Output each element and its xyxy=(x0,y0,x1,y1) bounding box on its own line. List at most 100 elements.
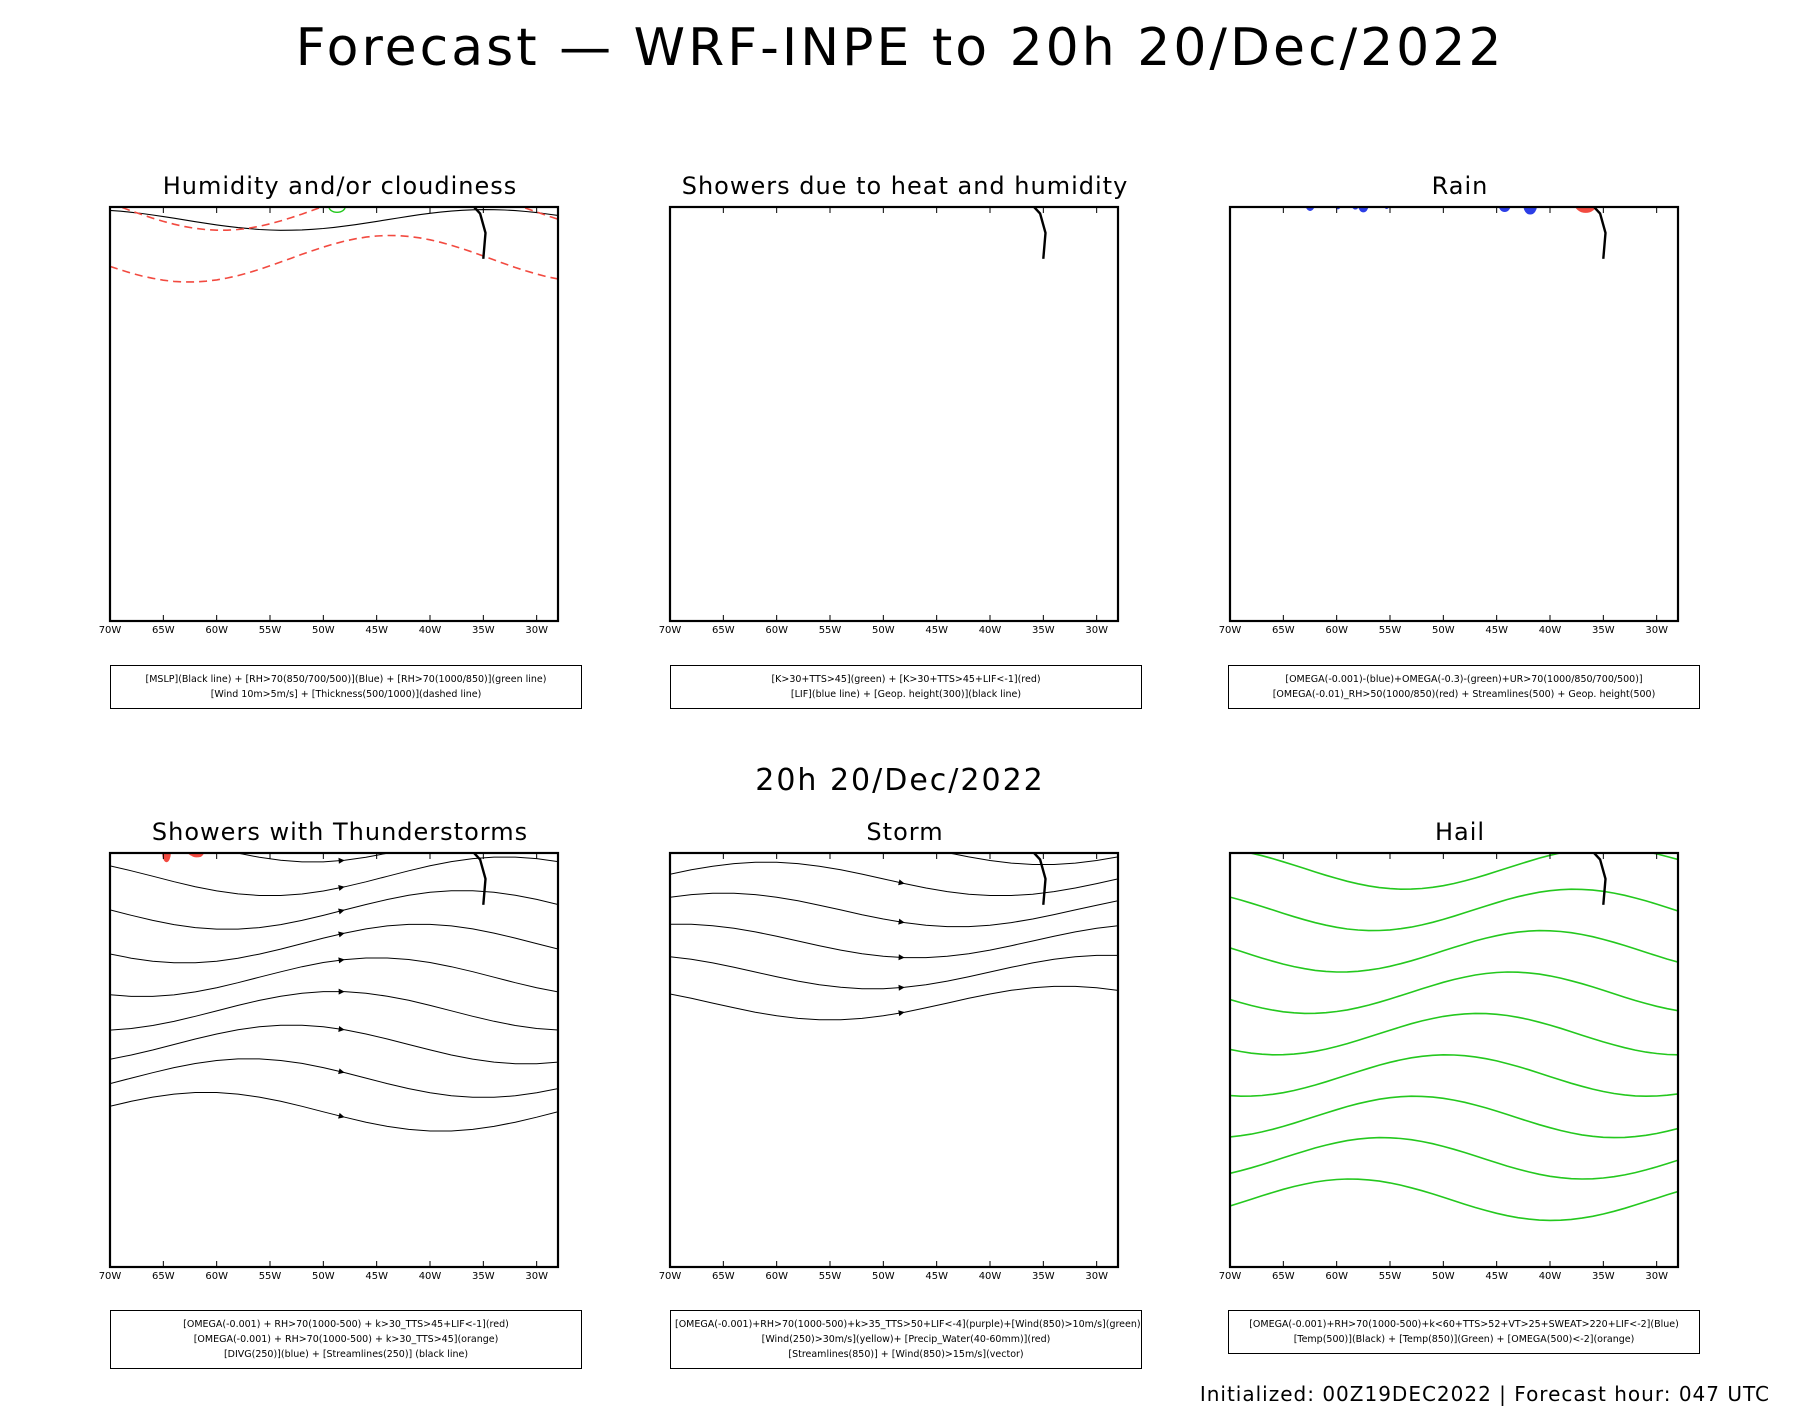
coastline-east xyxy=(472,207,487,259)
thickness-contour xyxy=(118,207,558,231)
plot-border xyxy=(668,851,1120,1269)
valid-time-subtitle: 20h 20/Dec/2022 xyxy=(755,763,1045,798)
isobar xyxy=(110,209,558,231)
lon-label: 60W xyxy=(1325,625,1348,636)
lon-label: 45W xyxy=(1485,1271,1508,1282)
lon-label: 30W xyxy=(1645,1271,1668,1282)
lon-label: 35W xyxy=(1592,625,1615,636)
coastline-west xyxy=(88,851,108,853)
streamline-arrow xyxy=(338,857,345,864)
legend-line: [Streamlines(850)] + [Wind(850)>15m/s](v… xyxy=(788,1349,1024,1360)
streamline xyxy=(670,923,1118,959)
temp-850-contour xyxy=(1230,1053,1678,1098)
map-svg: -12-15-12-15121812152112S15S18S21S24S27S… xyxy=(1219,851,1680,1282)
streamline xyxy=(110,890,558,930)
legend-line: [Wind 10m>5m/s] + [Thickness(500/1000)](… xyxy=(210,689,482,700)
lon-label: 65W xyxy=(152,625,175,636)
streamline xyxy=(110,1024,558,1065)
map-svg: 58258257657657957957657357056756457612S1… xyxy=(1219,205,1680,636)
map-content: -12-15-12-151218121521 xyxy=(1230,853,1678,1222)
temp-850-contour xyxy=(1230,1178,1678,1222)
lon-label: 50W xyxy=(1432,625,1455,636)
panel-title-hail: Hail xyxy=(1434,818,1486,846)
thickness-contour xyxy=(110,234,558,283)
thunder-red xyxy=(162,853,171,863)
streamlines-250 xyxy=(110,853,558,1132)
streamline xyxy=(110,957,558,997)
panel-title-humidity: Humidity and/or cloudiness xyxy=(162,172,518,200)
coastline-east xyxy=(1592,853,1607,905)
map-frame: 12S15S18S21S24S27S30S33S36S39S42S70W65W6… xyxy=(659,205,1120,636)
lon-label: 30W xyxy=(525,1271,548,1282)
rh-contour xyxy=(328,207,346,213)
coastline-west xyxy=(648,851,668,853)
streamline-arrow xyxy=(338,931,345,938)
map-showers-heat[interactable]: 9600960096009600952095209520944094409440… xyxy=(648,205,1122,645)
lon-label: 30W xyxy=(1085,1271,1108,1282)
map-content: 405040 xyxy=(648,851,1118,1021)
streamline xyxy=(110,1058,558,1098)
lon-label: 65W xyxy=(712,1271,735,1282)
temp-850-contour xyxy=(1230,971,1678,1015)
base-map xyxy=(648,851,1047,905)
legend-line: [MSLP](Black line) + [RH>70(850/700/500)… xyxy=(145,674,547,685)
map-frame: 12S15S18S21S24S27S30S33S36S39S42S70W65W6… xyxy=(659,851,1120,1282)
streamline xyxy=(110,1092,558,1132)
lon-label: 45W xyxy=(1485,625,1508,636)
page-title: Forecast — WRF-INPE to 20h 20/Dec/2022 xyxy=(295,18,1505,78)
legend-line: [Wind(250)>30m/s](yellow)+ [Precip_Water… xyxy=(761,1334,1051,1345)
lon-label: 50W xyxy=(1432,1271,1455,1282)
streamline xyxy=(110,856,558,896)
streamline xyxy=(670,985,1118,1021)
legend-line: [OMEGA(-0.001)+RH>70(1000-500)+k>35_TTS>… xyxy=(675,1319,1141,1330)
coastline-east xyxy=(472,853,487,905)
map-hail[interactable]: -12-15-12-15121812152112S15S18S21S24S27S… xyxy=(1208,851,1682,1291)
map-frame: 12S15S18S21S24S27S30S33S36S39S42S70W65W6… xyxy=(1219,205,1680,636)
streamline-arrow xyxy=(898,1010,905,1017)
streamline xyxy=(235,853,391,863)
lon-label: 40W xyxy=(419,625,442,636)
map-svg: 9600960096009600952095209520944094409440… xyxy=(648,205,1120,636)
lon-label: 50W xyxy=(312,625,335,636)
plot-border xyxy=(108,205,560,623)
legend-line: [Temp(500)](Black) + [Temp(850)](Green) … xyxy=(1293,1334,1635,1345)
legend-line: [DIVG(250)](blue) + [Streamlines(250)] (… xyxy=(223,1349,469,1360)
map-humidity[interactable]: 1008101210161020102410121008570576564558… xyxy=(88,205,562,645)
temp-850-contour xyxy=(1230,1095,1678,1139)
map-content: 9600960096009600952095209520944094409440… xyxy=(648,205,1047,259)
coastline-west xyxy=(648,205,668,207)
lon-label: 65W xyxy=(152,1271,175,1282)
lon-label: 40W xyxy=(1539,1271,1562,1282)
lon-label: 30W xyxy=(1085,625,1108,636)
legend-line: [LIF](blue line) + [Geop. height(300)](b… xyxy=(790,689,1022,700)
map-rain[interactable]: 58258257657657957957657357056756457612S1… xyxy=(1208,205,1682,645)
plot-border xyxy=(1228,851,1680,1269)
streamline xyxy=(670,861,1118,896)
lon-label: 55W xyxy=(819,625,842,636)
lon-label: 45W xyxy=(925,1271,948,1282)
lon-label: 60W xyxy=(1325,1271,1348,1282)
streamlines-850 xyxy=(670,853,1118,1021)
lon-label: 35W xyxy=(1592,1271,1615,1282)
coastline-east xyxy=(1032,207,1047,259)
lon-label: 55W xyxy=(1379,625,1402,636)
legend-storm: [OMEGA(-0.001)+RH>70(1000-500)+k>35_TTS>… xyxy=(670,1310,1142,1369)
thickness-lines xyxy=(110,207,558,283)
lon-label: 70W xyxy=(99,1271,122,1282)
lon-label: 50W xyxy=(872,1271,895,1282)
map-content: 582582576576579579576573570567564576 xyxy=(1278,207,1607,259)
map-storm[interactable]: 40504012S15S18S21S24S27S30S33S36S39S42S7… xyxy=(648,851,1122,1291)
lon-label: 45W xyxy=(365,1271,388,1282)
streamline xyxy=(110,923,558,964)
lon-label: 60W xyxy=(205,1271,228,1282)
map-svg: 40504012S15S18S21S24S27S30S33S36S39S42S7… xyxy=(648,851,1120,1282)
omega-blue xyxy=(1498,207,1511,213)
map-thunderstorms[interactable]: 12S15S18S21S24S27S30S33S36S39S42S70W65W6… xyxy=(88,851,562,1291)
legend-line: [OMEGA(-0.001)+RH>70(1000-500)+k<60+TTS>… xyxy=(1249,1319,1679,1330)
lon-label: 70W xyxy=(1219,625,1242,636)
streamline xyxy=(110,991,558,1031)
rh-red xyxy=(1575,207,1597,213)
lon-label: 40W xyxy=(419,1271,442,1282)
temp-850-contour xyxy=(1230,888,1678,932)
lon-label: 30W xyxy=(525,625,548,636)
